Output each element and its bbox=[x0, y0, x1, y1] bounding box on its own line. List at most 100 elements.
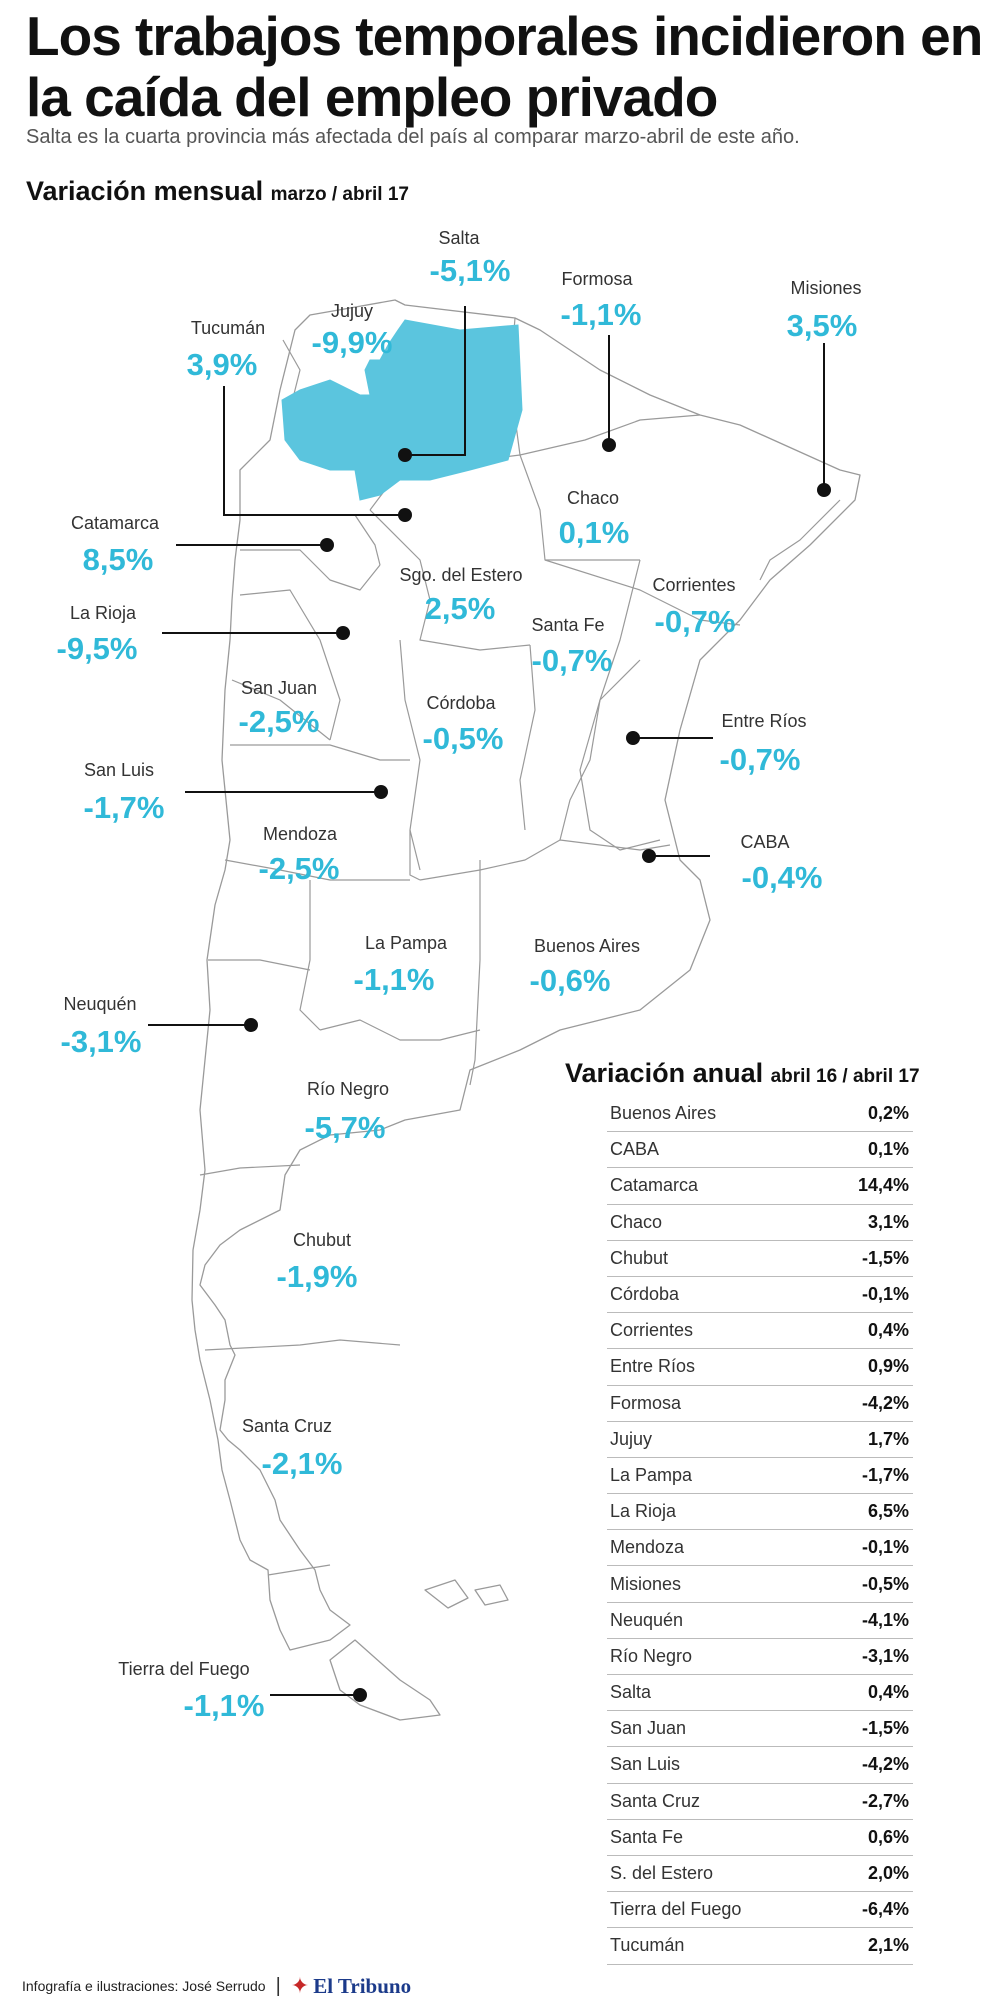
border-san-juan bbox=[231, 679, 331, 741]
annual-province-name: Río Negro bbox=[607, 1638, 825, 1676]
annual-province-value: -1,5% bbox=[824, 1710, 913, 1748]
annual-province-name: Santa Cruz bbox=[607, 1783, 825, 1820]
label-cordoba: Córdoba bbox=[426, 693, 496, 713]
annual-province-name: La Rioja bbox=[607, 1493, 825, 1531]
value-catamarca: 8,5% bbox=[82, 542, 154, 577]
annual-heading: Variación anual abril 16 / abril 17 bbox=[565, 1058, 920, 1089]
border-la-pampa-west bbox=[299, 880, 321, 1031]
table-row: Chaco 3,1% bbox=[607, 1204, 913, 1241]
border-neuquen bbox=[208, 959, 311, 971]
annual-province-name: Córdoba bbox=[607, 1276, 825, 1314]
label-tierra-del-fuego: Tierra del Fuego bbox=[118, 1659, 250, 1679]
border-buenos-aires bbox=[419, 839, 671, 881]
table-row: Entre Ríos 0,9% bbox=[607, 1348, 913, 1386]
table-row: Salta 0,4% bbox=[607, 1674, 913, 1712]
border-formosa-chaco bbox=[519, 414, 701, 456]
border-chaco-south bbox=[519, 454, 640, 561]
table-row: Formosa -4,2% bbox=[607, 1385, 913, 1422]
leader-salta bbox=[405, 306, 466, 456]
annual-province-value: 3,1% bbox=[824, 1204, 913, 1241]
value-la-pampa: -1,1% bbox=[353, 962, 435, 997]
country-outline bbox=[191, 299, 861, 1721]
monthly-heading: Variación mensual marzo / abril 17 bbox=[26, 176, 409, 207]
table-row: Buenos Aires 0,2% bbox=[607, 1096, 913, 1133]
annual-province-name: S. del Estero bbox=[607, 1855, 825, 1893]
annual-province-name: Santa Fe bbox=[607, 1819, 825, 1856]
border-sgo-del-estero bbox=[369, 509, 531, 651]
label-la-rioja: La Rioja bbox=[69, 603, 137, 623]
value-tierra-del-fuego: -1,1% bbox=[183, 1688, 265, 1723]
annual-province-value: -0,1% bbox=[824, 1529, 913, 1567]
table-row: La Pampa -1,7% bbox=[607, 1457, 913, 1495]
annual-province-value: -4,2% bbox=[824, 1746, 913, 1784]
label-salta: Salta bbox=[438, 228, 480, 248]
value-corrientes: -0,7% bbox=[654, 604, 736, 639]
table-row: San Juan -1,5% bbox=[607, 1710, 913, 1748]
annual-province-value: -0,1% bbox=[824, 1276, 913, 1314]
annual-province-name: Chubut bbox=[607, 1240, 825, 1277]
annual-province-name: Chaco bbox=[607, 1204, 825, 1241]
value-santa-fe: -0,7% bbox=[531, 643, 613, 678]
value-la-rioja: -9,5% bbox=[56, 631, 138, 666]
value-jujuy: -9,9% bbox=[311, 325, 393, 360]
dot-la-rioja bbox=[336, 626, 350, 640]
country-mainland-outline bbox=[191, 299, 861, 1651]
label-entre-rios: Entre Ríos bbox=[721, 711, 807, 731]
table-row: San Luis -4,2% bbox=[607, 1746, 913, 1784]
label-sgo-del-estero: Sgo. del Estero bbox=[399, 565, 523, 585]
annual-province-name: CABA bbox=[607, 1131, 825, 1169]
annual-province-name: Mendoza bbox=[607, 1529, 825, 1567]
annual-province-name: San Luis bbox=[607, 1746, 825, 1784]
annual-heading-period: abril 16 / abril 17 bbox=[770, 1066, 920, 1087]
annual-province-name: Formosa bbox=[607, 1385, 825, 1422]
value-salta: -5,1% bbox=[429, 253, 511, 288]
dot-salta bbox=[398, 448, 412, 462]
annual-province-name: Tierra del Fuego bbox=[607, 1891, 825, 1929]
label-chaco: Chaco bbox=[566, 488, 620, 508]
border-la-rioja bbox=[239, 589, 341, 741]
dot-tierra-del-fuego bbox=[353, 1688, 367, 1702]
border-chubut-south bbox=[204, 1339, 401, 1351]
table-row: Tierra del Fuego -6,4% bbox=[607, 1891, 913, 1929]
border-corrientes-south bbox=[544, 559, 741, 626]
dot-tucuman bbox=[398, 508, 412, 522]
annual-province-name: Salta bbox=[607, 1674, 825, 1712]
tierra-del-fuego-island bbox=[329, 1639, 441, 1721]
border-cordoba-east bbox=[519, 644, 536, 831]
annual-province-value: 6,5% bbox=[824, 1493, 913, 1531]
footer: Infografía e ilustraciones: José Serrudo… bbox=[22, 1973, 411, 1999]
label-neuquen: Neuquén bbox=[63, 994, 137, 1014]
annual-province-value: 0,4% bbox=[824, 1312, 913, 1350]
label-corrientes: Corrientes bbox=[652, 575, 736, 595]
annual-province-name: Jujuy bbox=[607, 1421, 825, 1458]
dot-entre-rios bbox=[626, 731, 640, 745]
value-san-luis: -1,7% bbox=[83, 790, 165, 825]
annual-province-name: Neuquén bbox=[607, 1602, 825, 1639]
value-cordoba: -0,5% bbox=[422, 721, 504, 756]
annual-heading-label: Variación anual bbox=[565, 1058, 764, 1088]
label-santa-fe: Santa Fe bbox=[531, 615, 605, 635]
annual-province-value: 0,2% bbox=[824, 1096, 913, 1133]
value-neuquen: -3,1% bbox=[60, 1024, 142, 1059]
annual-province-value: 0,6% bbox=[824, 1819, 913, 1856]
table-row: Mendoza -0,1% bbox=[607, 1529, 913, 1567]
annual-province-name: San Juan bbox=[607, 1710, 825, 1748]
value-sgo-del-estero: 2,5% bbox=[424, 591, 496, 626]
publisher-logo: El Tribuno bbox=[313, 1973, 412, 1998]
leader-tucuman bbox=[223, 386, 405, 516]
dot-formosa bbox=[602, 438, 616, 452]
monthly-heading-label: Variación mensual bbox=[26, 176, 264, 206]
value-caba: -0,4% bbox=[741, 860, 823, 895]
label-buenos-aires: Buenos Aires bbox=[533, 936, 641, 956]
footer-separator: | bbox=[275, 1974, 281, 1997]
annual-table-body: Buenos Aires 0,2% CABA 0,1% Catamarca 14,4% Ch… bbox=[607, 1096, 913, 1965]
malvinas-islands bbox=[424, 1579, 509, 1609]
location-dots bbox=[244, 438, 831, 1702]
border-misiones bbox=[759, 499, 841, 581]
annual-province-value: -1,5% bbox=[824, 1240, 913, 1277]
annual-province-value: -6,4% bbox=[824, 1891, 913, 1929]
label-san-juan: San Juan bbox=[240, 678, 318, 698]
annual-province-value: 2,1% bbox=[824, 1927, 913, 1965]
label-la-pampa: La Pampa bbox=[364, 933, 448, 953]
